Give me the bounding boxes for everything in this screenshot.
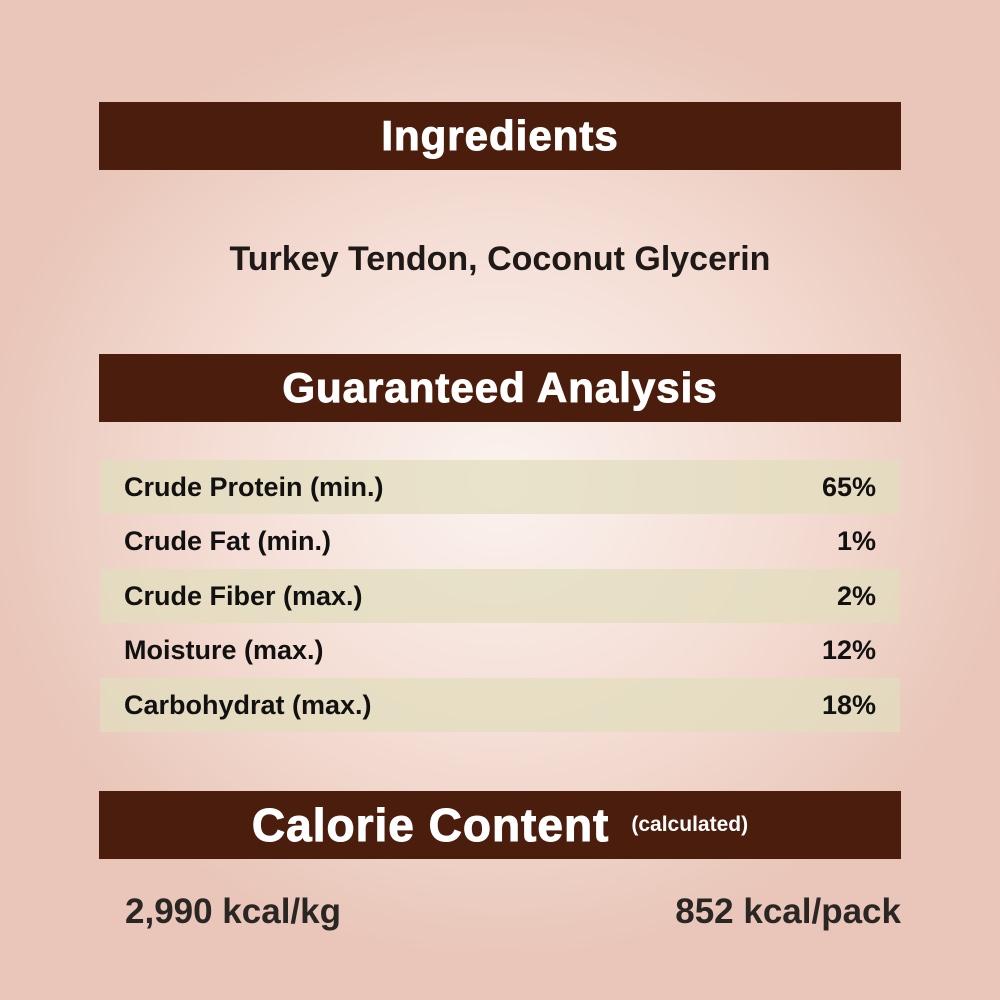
- row-label: Crude Protein (min.): [124, 471, 384, 502]
- row-value: 2%: [836, 580, 876, 611]
- analysis-banner: Guaranteed Analysis: [99, 354, 901, 422]
- row-label: Moisture (max.): [124, 634, 324, 665]
- calorie-heading: Calorie Content: [251, 799, 610, 852]
- analysis-row: Crude Protein (min.) 65%: [100, 460, 900, 514]
- calorie-note: (calculated): [631, 813, 749, 836]
- analysis-row: Crude Fat (min.) 1%: [100, 514, 900, 568]
- row-value: 12%: [821, 634, 876, 665]
- analysis-row: Crude Fiber (max.) 2%: [100, 569, 900, 623]
- row-label: Crude Fat (min.): [124, 525, 331, 556]
- calorie-per-pack: 852 kcal/pack: [675, 892, 901, 931]
- analysis-heading: Guaranteed Analysis: [282, 364, 718, 412]
- ingredients-banner: Ingredients: [99, 102, 901, 170]
- calorie-banner: Calorie Content (calculated): [99, 791, 901, 859]
- analysis-row: Carbohydrat (max.) 18%: [100, 678, 900, 732]
- row-value: 65%: [821, 471, 876, 502]
- calorie-per-kg: 2,990 kcal/kg: [125, 892, 341, 931]
- row-label: Crude Fiber (max.): [124, 580, 363, 611]
- ingredients-text: Turkey Tendon, Coconut Glycerin: [229, 240, 771, 278]
- ingredients-heading: Ingredients: [381, 112, 619, 160]
- row-label: Carbohydrat (max.): [124, 689, 372, 720]
- analysis-row: Moisture (max.) 12%: [100, 623, 900, 677]
- row-value: 1%: [836, 525, 876, 556]
- row-value: 18%: [821, 689, 876, 720]
